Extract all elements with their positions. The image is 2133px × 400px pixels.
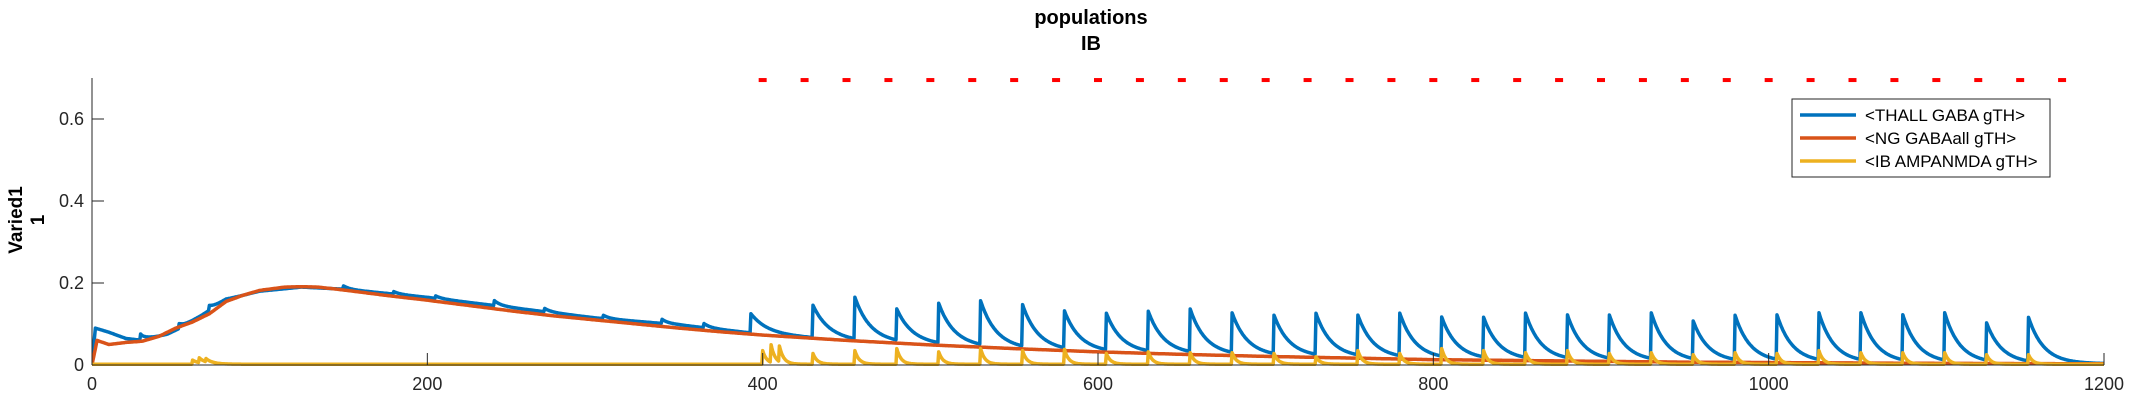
axes: 0 200 400 600 800 1000 1200 0 0.2 0.4 0.6 [59,78,2124,394]
x-tick-label: 1000 [1749,374,1789,394]
pulse-marker [1680,78,1689,83]
y-axis-label-line-1: Varied1 [6,186,27,254]
x-tick-label: 1200 [2084,374,2124,394]
legend-label: <IB AMPANMDA gTH> [1865,152,2038,171]
x-tick-label: 600 [1083,374,1113,394]
y-tick-label: 0.4 [59,191,84,211]
x-tick-label: 200 [412,374,442,394]
pulse-marker [1387,78,1396,83]
y-tick-label: 0 [74,355,84,375]
pulse-marker [1722,78,1731,83]
pulse-marker [968,78,977,83]
pulse-marker [1806,78,1815,83]
pulse-marker [1848,78,1857,83]
pulse-marker [1219,78,1228,83]
x-tick-label: 400 [748,374,778,394]
pulse-marker [1597,78,1605,83]
pulse-marker [2058,78,2067,83]
pulse-marker [1052,78,1061,83]
pulse-marker [1932,78,1941,83]
pulse-marker [926,78,935,83]
y-tick-label: 0.2 [59,273,84,293]
y-tick-label: 0.6 [59,109,84,129]
legend: <THALL GABA gTH> <NG GABAall gTH> <IB AMPA… [1791,98,2051,178]
x-tick-label: 0 [87,374,97,394]
chart-title-line-1: populations [1034,7,1147,29]
pulse-marker [1471,78,1480,83]
x-tick-label: 800 [1418,374,1448,394]
pulse-marker [1135,78,1144,83]
chart-title: populations IB [1034,7,1147,55]
y-axis-label-line-2: 1 [28,214,49,225]
chart-title-line-2: IB [1081,33,1101,55]
pulse-marker [1261,78,1270,83]
pulse-marker [1177,78,1186,83]
pulse-marker [884,78,893,83]
pulse-marker [1764,78,1773,83]
pulse-marker [1303,78,1312,83]
legend-label: <THALL GABA gTH> [1865,106,2025,125]
pulse-marker [1345,78,1354,83]
pulse-marker [1094,78,1102,83]
pulse-marker [1638,78,1647,83]
pulse-marker [1890,78,1899,83]
pulse-marker [758,78,767,83]
pulse-marker [1974,78,1983,83]
pulse-marker [1513,78,1522,83]
pulse-marker [1555,78,1564,83]
pulse-marker [842,78,851,83]
legend-label: <NG GABAall gTH> [1865,129,2016,148]
pulse-marker [2016,78,2025,83]
pulse-marker [800,78,809,83]
y-axis-label: Varied1 1 [6,186,49,254]
pulse-marker [1429,78,1438,83]
pulse-marker [1010,78,1019,83]
